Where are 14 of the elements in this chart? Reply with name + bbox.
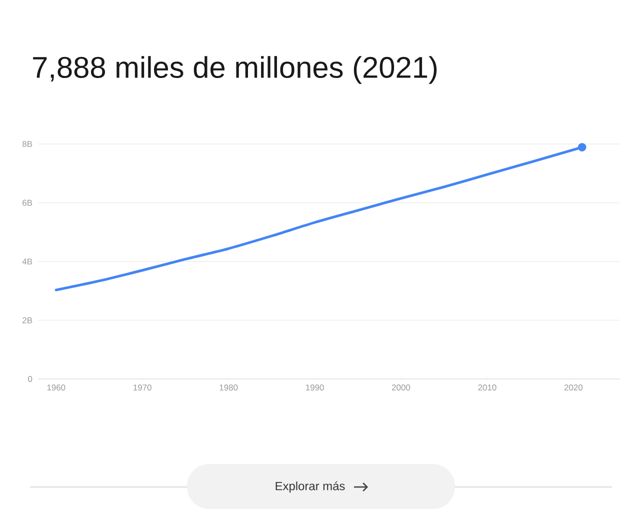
x-tick-label: 1970 <box>134 384 152 390</box>
text: Explorar más <box>276 481 345 493</box>
y-tick-label: 6B <box>22 200 32 206</box>
x-tick-label: 1980 <box>220 384 238 390</box>
y-tick-label: 8B <box>22 141 32 147</box>
x-tick-label: 2000 <box>392 384 410 390</box>
y-tick-label: 2B <box>22 317 32 324</box>
y-tick-label: 0 <box>28 376 32 382</box>
chart-title: 7,888 miles de millones (2021) <box>33 56 437 84</box>
x-tick-label: 2010 <box>478 384 496 390</box>
x-tick-label: 1990 <box>306 384 324 390</box>
x-tick-label: 1960 <box>47 384 66 390</box>
x-tick-label: 2020 <box>564 384 583 390</box>
y-tick-label: 4B <box>22 258 32 264</box>
